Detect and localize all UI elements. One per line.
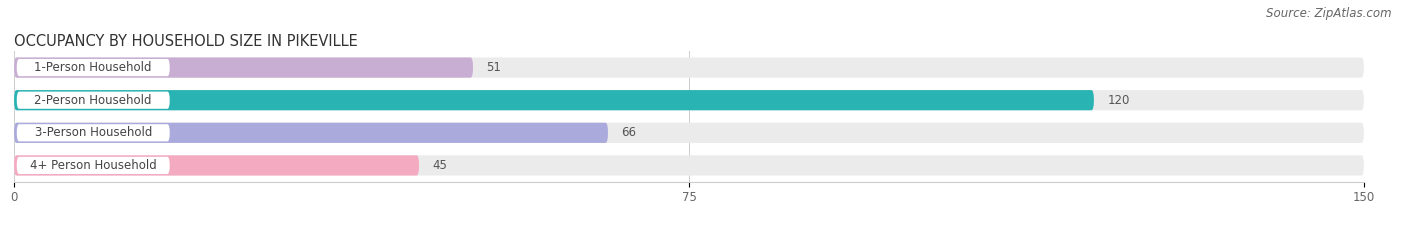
FancyBboxPatch shape [14,58,472,78]
FancyBboxPatch shape [14,58,1364,78]
Text: 4+ Person Household: 4+ Person Household [30,159,156,172]
Text: 120: 120 [1108,94,1130,107]
Text: 51: 51 [486,61,502,74]
FancyBboxPatch shape [14,155,1364,175]
FancyBboxPatch shape [14,90,1364,110]
FancyBboxPatch shape [17,92,170,109]
FancyBboxPatch shape [17,59,170,76]
FancyBboxPatch shape [17,124,170,141]
Text: 66: 66 [621,126,637,139]
Text: 45: 45 [433,159,447,172]
FancyBboxPatch shape [14,123,607,143]
Text: Source: ZipAtlas.com: Source: ZipAtlas.com [1267,7,1392,20]
FancyBboxPatch shape [17,157,170,174]
FancyBboxPatch shape [14,90,1094,110]
FancyBboxPatch shape [14,123,1364,143]
Text: 3-Person Household: 3-Person Household [35,126,152,139]
Text: OCCUPANCY BY HOUSEHOLD SIZE IN PIKEVILLE: OCCUPANCY BY HOUSEHOLD SIZE IN PIKEVILLE [14,34,357,49]
Text: 1-Person Household: 1-Person Household [35,61,152,74]
Text: 2-Person Household: 2-Person Household [35,94,152,107]
FancyBboxPatch shape [14,155,419,175]
